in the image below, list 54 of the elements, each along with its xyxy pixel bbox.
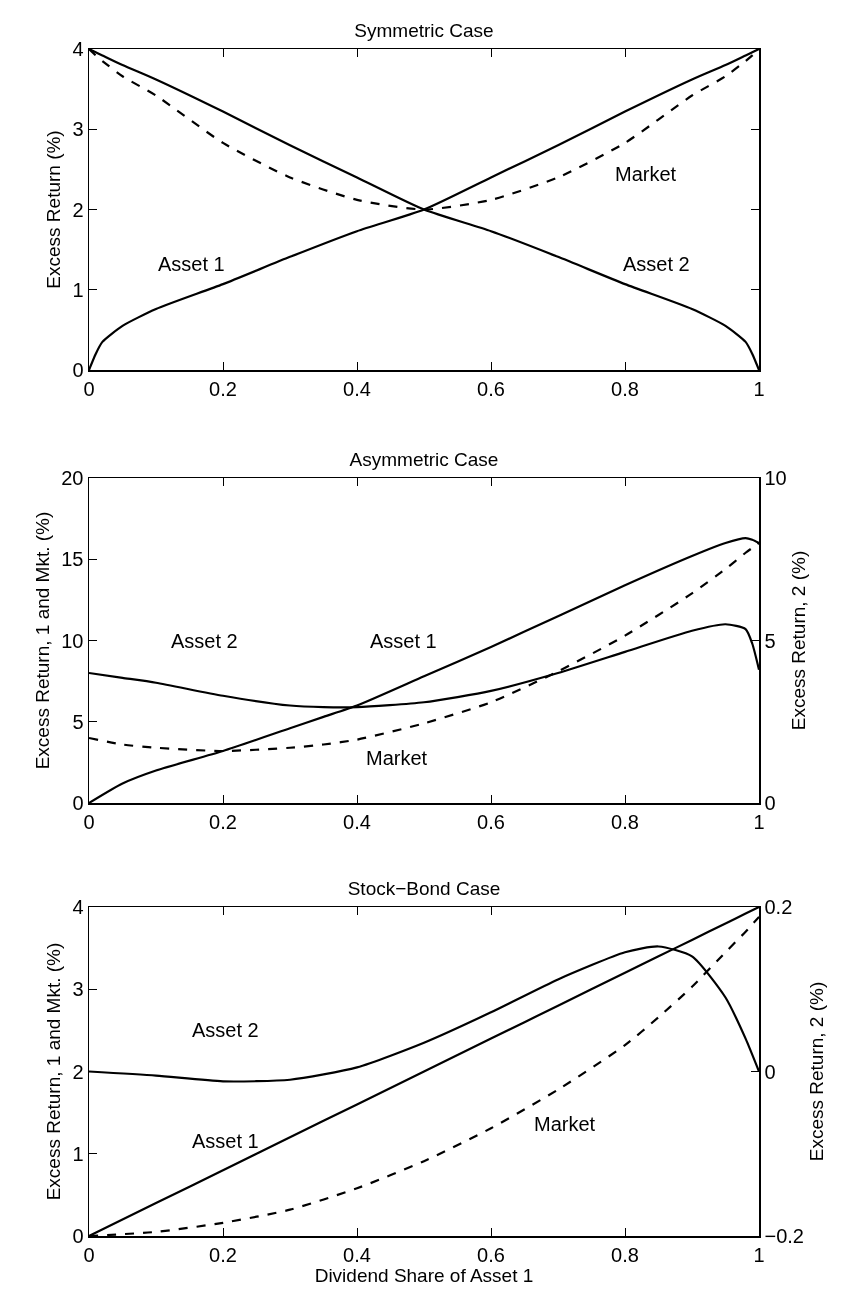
- series-label: Asset 2: [623, 253, 690, 275]
- chart-title: Stock−Bond Case: [347, 878, 501, 899]
- y-tick-label: 0: [72, 792, 84, 814]
- x-tick-label: 0.2: [209, 1243, 237, 1266]
- y-tick-label: 0: [72, 1225, 84, 1247]
- x-tick-label: 1: [753, 377, 765, 400]
- y2-tick-label: 0: [764, 1060, 776, 1083]
- y2-axis-title: Excess Return, 2 (%): [805, 981, 827, 1162]
- y2-tick-label: 5: [764, 629, 776, 652]
- series-label: Asset 1: [192, 1130, 259, 1152]
- y-tick-label: 5: [72, 710, 84, 733]
- x-tick-label: 0.4: [343, 1243, 371, 1266]
- y-tick-label: 2: [72, 1060, 84, 1083]
- y-tick-label: 10: [61, 629, 84, 652]
- y-axis-title: Excess Return, 1 and Mkt. (%): [32, 511, 54, 770]
- x-tick-label: 1: [753, 810, 765, 833]
- y2-tick-label: −0.2: [764, 1225, 804, 1247]
- chart-title: Symmetric Case: [354, 20, 494, 41]
- series-label: Asset 1: [158, 253, 225, 275]
- x-tick-label: 0.8: [611, 810, 639, 833]
- y-tick-label: 1: [72, 1142, 84, 1165]
- y-tick-label: 4: [72, 38, 84, 60]
- x-tick-label: 0.2: [209, 810, 237, 833]
- x-axis-title: Dividend Share of Asset 1: [314, 1265, 534, 1287]
- y-tick-label: 15: [61, 548, 84, 571]
- y-tick-label: 4: [72, 896, 84, 918]
- y2-tick-label: 10: [764, 467, 787, 489]
- y2-tick-label: 0: [764, 792, 776, 814]
- y-axis-title: Excess Return (%): [43, 130, 65, 289]
- series-label: Market: [534, 1113, 596, 1135]
- x-tick-label: 0.6: [477, 810, 505, 833]
- x-tick-label: 0.8: [611, 377, 639, 400]
- series-label: Asset 1: [370, 630, 437, 652]
- x-tick-label: 0.6: [477, 377, 505, 400]
- y-tick-label: 2: [72, 198, 84, 221]
- y-axis-title: Excess Return, 1 and Mkt. (%): [43, 942, 65, 1201]
- y-tick-label: 20: [61, 467, 84, 489]
- x-tick-label: 0.4: [343, 377, 371, 400]
- x-tick-label: 1: [753, 1243, 765, 1266]
- y-tick-label: 0: [72, 359, 84, 381]
- y2-axis-title: Excess Return, 2 (%): [788, 550, 810, 731]
- x-tick-label: 0.2: [209, 377, 237, 400]
- series-label: Market: [615, 163, 677, 185]
- y-tick-label: 3: [72, 118, 84, 141]
- chart-title: Asymmetric Case: [349, 449, 499, 470]
- series-label: Asset 2: [171, 630, 238, 652]
- x-tick-label: 0.6: [477, 1243, 505, 1266]
- y2-tick-label: 0.2: [764, 896, 793, 918]
- y-tick-label: 3: [72, 978, 84, 1001]
- series-label: Market: [366, 747, 428, 769]
- series-label: Asset 2: [192, 1019, 259, 1041]
- x-tick-label: 0.8: [611, 1243, 639, 1266]
- x-tick-label: 0.4: [343, 810, 371, 833]
- y-tick-label: 1: [72, 278, 84, 301]
